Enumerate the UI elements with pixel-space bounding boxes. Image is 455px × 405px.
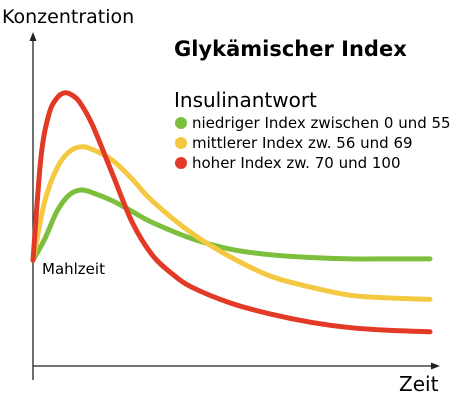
- legend-label-1: mittlerer Index zw. 56 und 69: [192, 134, 413, 152]
- y-axis-arrow: [29, 32, 37, 41]
- legend-marker-1: [175, 137, 187, 149]
- series-line-0: [30, 187, 433, 263]
- legend-marker-2: [175, 157, 187, 169]
- legend: niedriger Index zwischen 0 und 55 mittler…: [175, 114, 451, 172]
- series-layer: [30, 90, 433, 335]
- meal-annotation: Mahlzeit: [42, 260, 105, 278]
- x-axis-label: Zeit: [399, 372, 439, 396]
- y-axis-label: Konzentration: [2, 6, 134, 28]
- legend-marker-0: [175, 117, 187, 129]
- chart-title: Glykämischer Index: [174, 37, 407, 61]
- series-line-1: [30, 144, 433, 302]
- legend-label-2: hoher Index zw. 70 und 100: [192, 154, 401, 172]
- legend-label-0: niedriger Index zwischen 0 und 55: [192, 114, 451, 132]
- legend-title: Insulinantwort: [174, 88, 317, 112]
- series-line-2: [30, 90, 433, 335]
- x-axis-arrow: [431, 362, 440, 370]
- axes: [29, 32, 440, 380]
